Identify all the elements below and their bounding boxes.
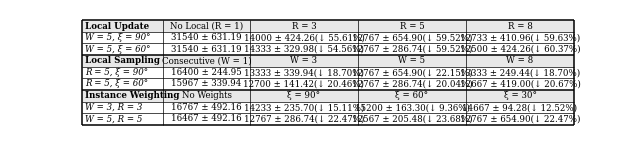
Text: No Weights: No Weights [182,91,232,100]
Text: R = 5, ξ = 90°: R = 5, ξ = 90° [85,68,148,77]
Text: 31540 ± 631.19: 31540 ± 631.19 [172,45,242,54]
Text: W = 5, ξ = 90°: W = 5, ξ = 90° [85,33,150,42]
Text: Instance Weighting: Instance Weighting [85,91,179,100]
Bar [82,90,574,102]
Text: 16400 ± 244.95: 16400 ± 244.95 [171,68,242,77]
Text: 12767 ± 286.74(↓ 20.04%): 12767 ± 286.74(↓ 20.04%) [351,80,472,89]
Text: 12767 ± 654.90(↓ 59.52%): 12767 ± 654.90(↓ 59.52%) [352,33,472,42]
Text: R = 5, ξ = 60°: R = 5, ξ = 60° [85,80,148,89]
Text: 12733 ± 410.96(↓ 59.63%): 12733 ± 410.96(↓ 59.63%) [460,33,580,42]
Text: ξ = 30°: ξ = 30° [504,91,536,100]
Bar [82,113,574,125]
Text: 14233 ± 235.70(↓ 15.11%): 14233 ± 235.70(↓ 15.11%) [244,103,364,112]
Text: 16767 ± 492.16: 16767 ± 492.16 [172,103,242,112]
Text: 15200 ± 163.30(↓ 9.36%): 15200 ± 163.30(↓ 9.36%) [355,103,470,112]
Text: 15967 ± 339.94: 15967 ± 339.94 [172,80,242,89]
Bar [82,43,574,55]
Text: W = 3: W = 3 [291,56,317,65]
Text: W = 8: W = 8 [506,56,534,65]
Text: 12700 ± 141.42(↓ 20.46%): 12700 ± 141.42(↓ 20.46%) [243,80,365,89]
Text: Local Sampling: Local Sampling [85,56,160,65]
Text: 12767 ± 654.90(↓ 22.15%): 12767 ± 654.90(↓ 22.15%) [352,68,472,77]
Text: Local Update: Local Update [85,22,149,30]
Bar [82,67,574,78]
Text: 12767 ± 654.90(↓ 22.47%): 12767 ± 654.90(↓ 22.47%) [460,114,580,123]
Text: 12500 ± 424.26(↓ 60.37%): 12500 ± 424.26(↓ 60.37%) [460,45,580,54]
Text: 16467 ± 492.16: 16467 ± 492.16 [172,114,242,123]
Bar [82,78,574,90]
Text: W = 5: W = 5 [399,56,426,65]
Text: ξ = 60°: ξ = 60° [396,91,429,100]
Text: 13333 ± 339.94(↓ 18.70%): 13333 ± 339.94(↓ 18.70%) [244,68,364,77]
Text: 14333 ± 329.98(↓ 54.56%): 14333 ± 329.98(↓ 54.56%) [244,45,364,54]
Text: 13333 ± 249.44(↓ 18.70%): 13333 ± 249.44(↓ 18.70%) [460,68,580,77]
Bar [82,20,574,32]
Bar [82,55,574,67]
Text: 14667 ± 94.28(↓ 12.52%): 14667 ± 94.28(↓ 12.52%) [463,103,577,112]
Text: 12567 ± 205.48(↓ 23.68%): 12567 ± 205.48(↓ 23.68%) [352,114,472,123]
Text: No Local (R = 1): No Local (R = 1) [170,22,243,30]
Text: Consecutive (W = 1): Consecutive (W = 1) [162,56,252,65]
Text: 12767 ± 286.74(↓ 22.47%): 12767 ± 286.74(↓ 22.47%) [244,114,364,123]
Text: W = 3, R = 3: W = 3, R = 3 [85,103,142,112]
Bar [82,32,574,43]
Bar [82,102,574,113]
Text: 31540 ± 631.19: 31540 ± 631.19 [172,33,242,42]
Text: 12767 ± 286.74(↓ 59.52%): 12767 ± 286.74(↓ 59.52%) [352,45,472,54]
Text: R = 3: R = 3 [292,22,316,30]
Text: R = 5: R = 5 [399,22,424,30]
Text: 14000 ± 424.26(↓ 55.61%): 14000 ± 424.26(↓ 55.61%) [244,33,364,42]
Text: ξ = 90°: ξ = 90° [287,91,321,100]
Text: 12667 ± 419.00(↓ 20.67%): 12667 ± 419.00(↓ 20.67%) [460,80,580,89]
Text: W = 5, R = 5: W = 5, R = 5 [85,114,142,123]
Text: W = 5, ξ = 60°: W = 5, ξ = 60° [85,45,150,54]
Text: R = 8: R = 8 [508,22,532,30]
